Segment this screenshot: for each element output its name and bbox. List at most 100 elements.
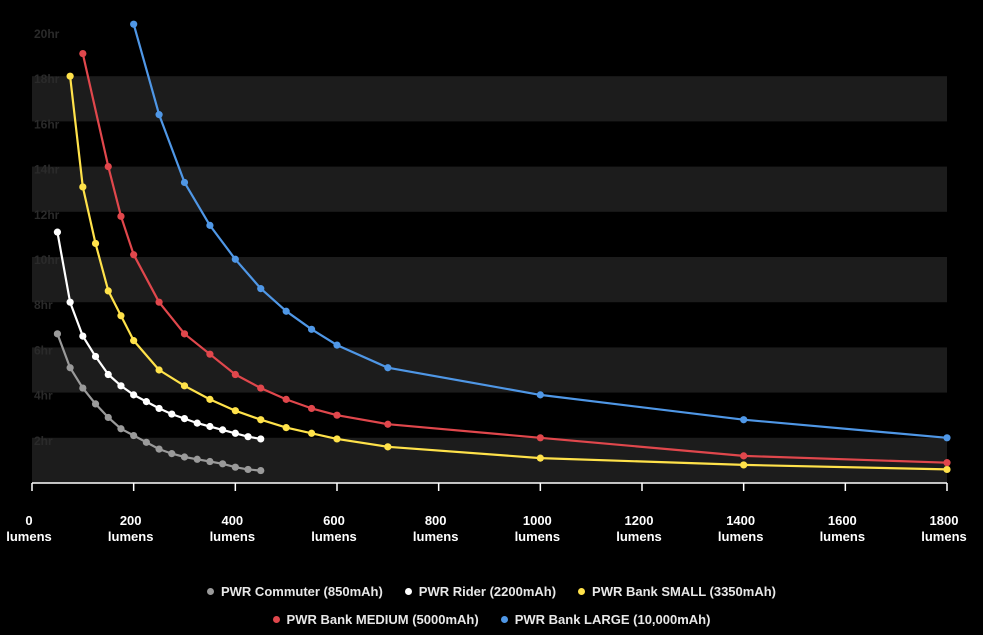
data-point [384,443,392,451]
data-point [104,163,112,171]
legend-row-1: PWR Commuter (850mAh) PWR Rider (2200mAh… [0,584,983,599]
data-point [740,416,748,424]
data-point [53,228,62,236]
data-point [257,285,265,293]
data-point [79,384,87,392]
data-point [536,434,544,442]
data-point [257,466,265,475]
data-point [257,384,265,392]
data-point [307,429,316,437]
data-point [180,414,189,423]
data-point [130,431,138,440]
data-point [257,416,265,424]
data-point [536,391,544,399]
data-point [231,429,239,437]
legend-item-rider: PWR Rider (2200mAh) [404,584,557,599]
data-point [168,410,176,418]
data-point [155,445,163,453]
data-point [91,239,100,248]
y-tick-label: 12hr [34,208,60,222]
data-point [104,413,112,422]
data-point [117,382,125,390]
x-tick-unit: lumens [515,529,561,544]
legend-item-large: PWR Bank LARGE (10,000mAh) [500,612,711,627]
legend-row-2: PWR Bank MEDIUM (5000mAh) PWR Bank LARGE… [0,612,983,627]
grid-band [32,257,947,303]
data-point [104,287,112,295]
legend-label-commuter: PWR Commuter (850mAh) [220,584,383,599]
series-line-2 [69,76,948,471]
data-point [206,395,214,403]
data-point [231,255,239,263]
data-point [168,450,176,458]
y-tick-label: 6hr [34,343,53,357]
data-point [231,407,239,415]
x-tick-label: 1800 [930,513,959,528]
legend-dot-large [500,616,508,623]
data-point [193,455,201,463]
data-point [130,337,138,345]
data-point [282,307,290,315]
data-point [117,312,125,320]
grid-band [32,437,947,483]
data-point [66,298,74,306]
y-tick-label: 2hr [34,434,53,448]
data-point [740,452,748,460]
data-point [231,370,239,379]
data-point [384,420,392,428]
data-point [142,438,150,446]
x-tick-unit: lumens [921,529,967,544]
x-tick-label: 0 [25,513,32,528]
data-point [117,212,125,220]
data-point [79,183,87,191]
data-point [333,411,341,419]
grid-band [32,76,947,122]
legend-dot-commuter [206,588,214,595]
x-tick-label: 800 [425,513,447,528]
y-tick-label: 8hr [34,298,53,312]
data-point [333,435,341,443]
data-point [282,424,290,432]
data-point [943,459,951,467]
x-tick-unit: lumens [311,529,357,544]
x-tick-unit: lumens [210,529,256,544]
data-point [66,364,74,372]
data-point [53,330,62,338]
legend-item-commuter: PWR Commuter (850mAh) [206,584,383,599]
y-tick-label: 20hr [34,27,60,41]
data-point [943,434,951,442]
data-point [79,332,87,340]
legend-dot-rider [404,588,412,595]
data-point [91,400,100,408]
data-point [180,453,189,461]
legend-label-large: PWR Bank LARGE (10,000mAh) [514,612,711,627]
data-point [244,465,252,474]
legend-label-rider: PWR Rider (2200mAh) [418,584,557,599]
data-point [219,426,227,434]
data-point [117,425,125,433]
data-point [91,352,100,361]
y-tick-label: 16hr [34,117,60,131]
data-point [206,221,214,229]
data-point [536,454,544,462]
data-point [142,398,150,406]
data-point [740,461,748,469]
legend-label-medium: PWR Bank MEDIUM (5000mAh) [286,612,479,627]
data-point [155,111,163,119]
legend-item-medium: PWR Bank MEDIUM (5000mAh) [272,612,479,627]
x-tick-unit: lumens [413,529,459,544]
x-tick-unit: lumens [6,529,52,544]
data-point [104,370,112,379]
data-point [282,395,290,403]
x-tick-label: 1400 [726,513,755,528]
x-tick-unit: lumens [616,529,662,544]
data-point [384,364,392,372]
x-tick-unit: lumens [108,529,154,544]
data-point [130,251,138,259]
data-point [219,460,227,468]
grid-bands [32,76,947,483]
data-point [193,419,201,427]
y-tick-label: 18hr [34,72,60,86]
data-point [130,391,138,399]
